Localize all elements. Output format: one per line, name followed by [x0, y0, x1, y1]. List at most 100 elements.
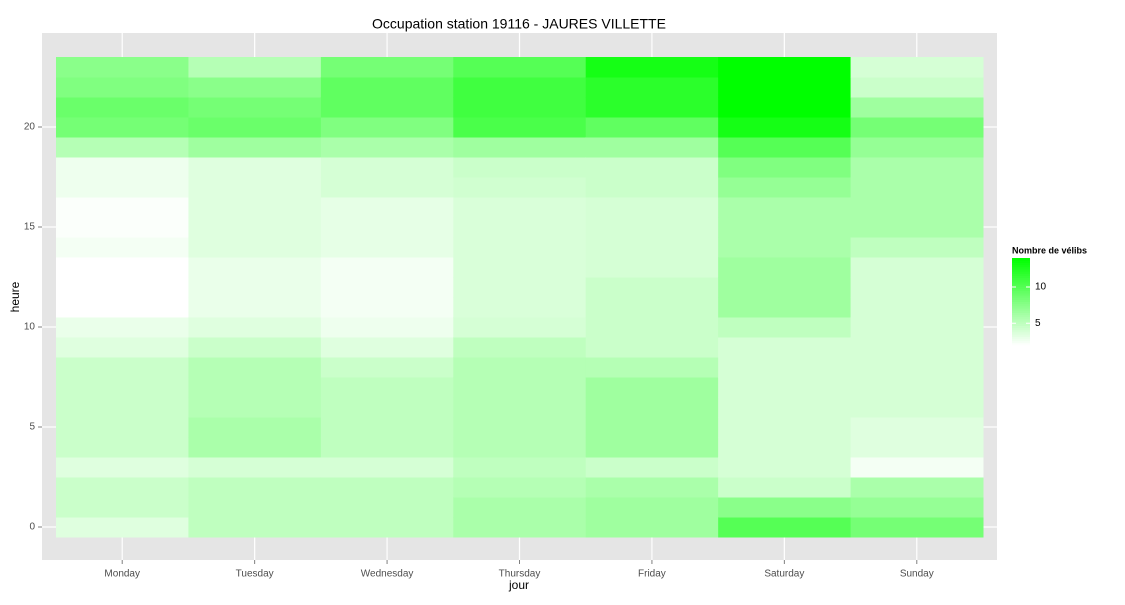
- heat-cell: [188, 517, 322, 538]
- heat-cell: [188, 437, 322, 458]
- heat-cell: [850, 137, 984, 158]
- heat-cell: [56, 497, 189, 518]
- heat-cell: [188, 477, 322, 498]
- colorbar-step: [1012, 316, 1030, 320]
- colorbar-step: [1012, 318, 1030, 322]
- heat-cell: [585, 217, 719, 238]
- heat-cell: [718, 297, 852, 318]
- heat-cell: [718, 77, 852, 98]
- heat-cell: [718, 57, 852, 78]
- heat-cell: [850, 517, 984, 538]
- colorbar-step: [1012, 281, 1030, 285]
- heat-cell: [585, 257, 719, 278]
- heat-cell: [718, 277, 852, 298]
- colorbar-label: 10: [1035, 282, 1047, 293]
- y-tick-label: 15: [24, 222, 36, 233]
- heat-cell: [188, 397, 322, 418]
- heat-cell: [585, 317, 719, 338]
- heat-cell: [320, 57, 454, 78]
- heat-cell: [453, 457, 587, 478]
- colorbar-step: [1012, 266, 1030, 270]
- heat-cell: [56, 437, 189, 458]
- heat-cell: [188, 257, 322, 278]
- heat-cell: [585, 517, 719, 538]
- heat-cell: [56, 157, 189, 178]
- heat-cell: [320, 417, 454, 438]
- heat-cell: [453, 117, 587, 138]
- colorbar-step: [1012, 294, 1030, 298]
- heat-cell: [585, 357, 719, 378]
- heat-cell: [188, 337, 322, 358]
- colorbar-step: [1012, 273, 1030, 276]
- heat-cell: [453, 417, 587, 438]
- heat-cell: [188, 457, 322, 478]
- colorbar-step: [1012, 258, 1030, 261]
- x-tick-label: Sunday: [900, 569, 934, 580]
- heat-cell: [850, 397, 984, 418]
- heat-cell: [718, 237, 852, 258]
- heat-cell: [188, 137, 322, 158]
- heat-cell: [718, 177, 852, 198]
- x-tick-label: Monday: [104, 569, 140, 580]
- heat-cell: [56, 317, 189, 338]
- heat-cell: [453, 497, 587, 518]
- heat-cell: [585, 197, 719, 218]
- heat-cell: [453, 77, 587, 98]
- heat-cell: [850, 117, 984, 138]
- heat-cell: [56, 77, 189, 98]
- heat-cell: [320, 237, 454, 258]
- heat-cell: [453, 477, 587, 498]
- heat-cell: [56, 57, 189, 78]
- heat-cell: [718, 477, 852, 498]
- colorbar-step: [1012, 262, 1030, 266]
- heat-cell: [56, 457, 189, 478]
- heat-cell: [56, 377, 189, 398]
- heat-cell: [850, 157, 984, 178]
- heat-cell: [585, 417, 719, 438]
- heat-cell: [320, 217, 454, 238]
- colorbar-step: [1012, 323, 1030, 326]
- heat-cell: [56, 177, 189, 198]
- heat-cell: [320, 97, 454, 118]
- heat-cell: [56, 257, 189, 278]
- heat-cell: [850, 437, 984, 458]
- heat-cell: [850, 277, 984, 298]
- heat-cell: [56, 137, 189, 158]
- heat-cell: [188, 157, 322, 178]
- colorbar-step: [1012, 321, 1030, 324]
- heat-cell: [188, 197, 322, 218]
- heat-cell: [850, 217, 984, 238]
- heat-cell: [850, 337, 984, 358]
- colorbar-step: [1012, 334, 1030, 337]
- heat-cell: [320, 437, 454, 458]
- colorbar-step: [1012, 338, 1030, 342]
- heat-cell: [585, 177, 719, 198]
- heat-cell: [320, 357, 454, 378]
- heat-cell: [453, 437, 587, 458]
- heat-cell: [585, 457, 719, 478]
- colorbar-step: [1012, 284, 1030, 287]
- heat-cell: [850, 317, 984, 338]
- heat-cell: [718, 157, 852, 178]
- heat-cell: [453, 517, 587, 538]
- heat-cell: [850, 197, 984, 218]
- heat-cell: [850, 77, 984, 98]
- heat-cell: [320, 317, 454, 338]
- colorbar-step: [1012, 286, 1030, 289]
- colorbar-step: [1012, 314, 1030, 318]
- heat-cell: [453, 97, 587, 118]
- heat-cell: [320, 337, 454, 358]
- heat-cell: [453, 197, 587, 218]
- heat-cell: [585, 477, 719, 498]
- heat-cell: [850, 237, 984, 258]
- heat-cell: [56, 397, 189, 418]
- heat-cell: [453, 217, 587, 238]
- heat-cell: [585, 337, 719, 358]
- heat-cell: [320, 397, 454, 418]
- heat-cell: [453, 277, 587, 298]
- heat-cell: [718, 437, 852, 458]
- heat-cell: [585, 137, 719, 158]
- heat-cell: [56, 277, 189, 298]
- heat-cell: [56, 477, 189, 498]
- heat-cell: [188, 217, 322, 238]
